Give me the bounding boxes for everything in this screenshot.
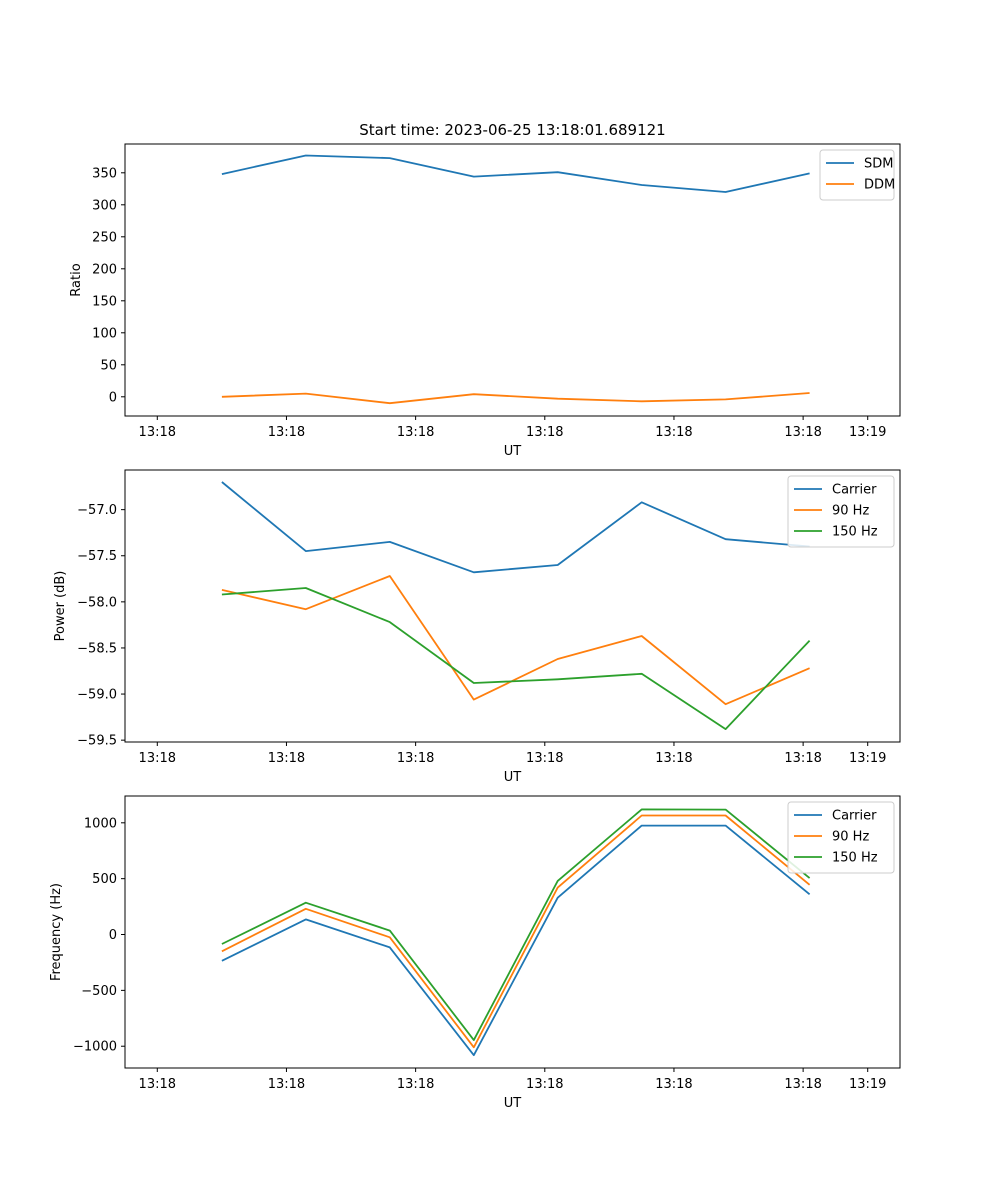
chart-title: Start time: 2023-06-25 13:18:01.689121 xyxy=(359,121,665,139)
y-tick-label: 350 xyxy=(92,166,117,181)
x-axis-label: UT xyxy=(504,444,522,459)
x-axis-label: UT xyxy=(504,770,522,785)
x-tick-label: 13:18 xyxy=(784,425,821,440)
x-tick-label: 13:18 xyxy=(526,751,563,766)
y-axis-label: Ratio xyxy=(69,263,84,296)
series-line-90-hz xyxy=(221,814,811,1049)
y-tick-label: 50 xyxy=(100,358,117,373)
x-tick-label: 13:18 xyxy=(655,425,692,440)
chart-panel-2: 13:18 13:18 13:18 13:18 13:18 13:18 13:19 −57.0… xyxy=(53,469,901,785)
legend-label: 150 Hz xyxy=(832,851,878,866)
legend-label: DDM xyxy=(864,178,895,193)
x-tick-label: 13:18 xyxy=(139,751,176,766)
x-tick-label: 13:18 xyxy=(397,1077,434,1092)
y-axis-label: Power (dB) xyxy=(53,571,68,642)
series-line-carrier xyxy=(221,481,810,574)
x-tick-label: 13:18 xyxy=(526,425,563,440)
x-tick-label: 13:18 xyxy=(268,425,305,440)
x-tick-label: 13:19 xyxy=(849,1077,886,1092)
series-line-150-hz xyxy=(221,587,811,730)
x-tick-label: 13:18 xyxy=(139,1077,176,1092)
legend-label: 90 Hz xyxy=(832,504,869,519)
y-tick-label: 250 xyxy=(92,230,117,245)
y-tick-label: −58.5 xyxy=(77,641,117,656)
y-tick-label: 0 xyxy=(109,390,117,405)
x-tick-label: 13:18 xyxy=(268,751,305,766)
chart-panel-3: 13:18 13:18 13:18 13:18 13:18 13:18 13:19 1000 5… xyxy=(49,795,901,1111)
x-axis-label: UT xyxy=(504,1096,522,1111)
legend: SDM DDM xyxy=(819,149,895,201)
y-tick-label: −1000 xyxy=(73,1040,117,1055)
x-tick-label: 13:19 xyxy=(849,425,886,440)
y-tick-label: −59.5 xyxy=(77,734,117,749)
y-tick-label: −59.0 xyxy=(77,688,117,703)
legend-label: SDM xyxy=(864,157,893,172)
y-tick-label: 150 xyxy=(92,294,117,309)
x-tick-label: 13:18 xyxy=(268,1077,305,1092)
y-axis-label: Frequency (Hz) xyxy=(49,883,64,981)
x-tick-label: 13:18 xyxy=(784,1077,821,1092)
legend-label: Carrier xyxy=(832,809,877,824)
x-tick-label: 13:18 xyxy=(397,425,434,440)
chart-panel-1: Start time: 2023-06-25 13:18:01.689121 13… xyxy=(69,121,901,459)
x-tick-label: 13:18 xyxy=(526,1077,563,1092)
y-tick-label: 200 xyxy=(92,262,117,277)
legend: Carrier 90 Hz 150 Hz xyxy=(787,475,895,548)
series-line-150-hz xyxy=(221,808,811,1041)
legend: Carrier 90 Hz 150 Hz xyxy=(787,801,895,874)
x-tick-label: 13:18 xyxy=(655,1077,692,1092)
axes-frame xyxy=(124,143,901,417)
y-tick-label: 0 xyxy=(109,928,117,943)
x-tick-label: 13:18 xyxy=(139,425,176,440)
y-tick-label: 500 xyxy=(92,872,117,887)
x-tick-label: 13:18 xyxy=(397,751,434,766)
y-tick-label: −57.5 xyxy=(77,549,117,564)
legend-box xyxy=(787,475,895,548)
axes-frame xyxy=(124,469,901,743)
x-tick-label: 13:19 xyxy=(849,751,886,766)
legend-label: 150 Hz xyxy=(832,525,878,540)
legend-label: Carrier xyxy=(832,483,877,498)
series-line-90-hz xyxy=(221,575,810,706)
axes-frame xyxy=(124,795,901,1069)
series-line-carrier xyxy=(221,824,811,1057)
y-tick-label: −500 xyxy=(81,984,117,999)
legend-box xyxy=(787,801,895,874)
y-tick-label: 1000 xyxy=(84,816,117,831)
y-tick-label: 300 xyxy=(92,198,117,213)
x-tick-label: 13:18 xyxy=(655,751,692,766)
series-line-ddm xyxy=(221,392,810,405)
y-tick-label: −57.0 xyxy=(77,503,117,518)
x-tick-label: 13:18 xyxy=(784,751,821,766)
y-tick-label: −58.0 xyxy=(77,595,117,610)
legend-label: 90 Hz xyxy=(832,830,869,845)
series-line-sdm xyxy=(221,154,810,193)
y-tick-label: 100 xyxy=(92,326,117,341)
